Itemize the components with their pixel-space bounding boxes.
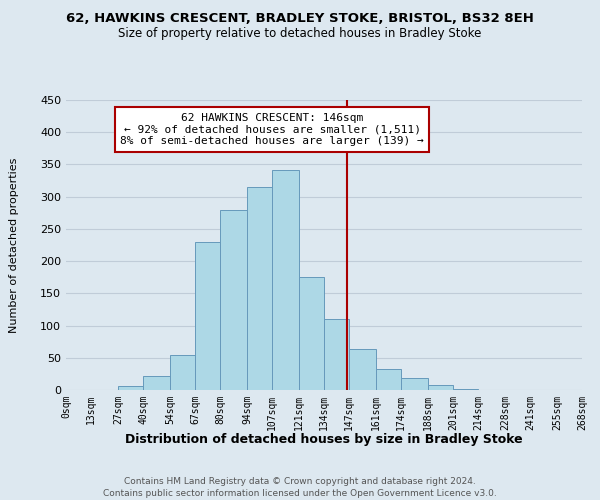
Bar: [220, 210, 247, 390]
Bar: [376, 368, 401, 390]
Text: Number of detached properties: Number of detached properties: [9, 158, 19, 332]
Bar: [195, 242, 220, 390]
Bar: [170, 355, 195, 390]
Bar: [143, 376, 170, 390]
Text: Distribution of detached houses by size in Bradley Stoke: Distribution of detached houses by size …: [125, 432, 523, 446]
Bar: [299, 276, 324, 390]
Text: Contains HM Land Registry data © Crown copyright and database right 2024.: Contains HM Land Registry data © Crown c…: [124, 478, 476, 486]
Text: 62, HAWKINS CRESCENT, BRADLEY STOKE, BRISTOL, BS32 8EH: 62, HAWKINS CRESCENT, BRADLEY STOKE, BRI…: [66, 12, 534, 26]
Bar: [118, 386, 143, 390]
Bar: [324, 319, 349, 390]
Bar: [349, 350, 376, 390]
Bar: [272, 170, 299, 390]
Bar: [428, 385, 453, 390]
Bar: [401, 378, 428, 390]
Bar: [247, 187, 272, 390]
Text: Size of property relative to detached houses in Bradley Stoke: Size of property relative to detached ho…: [118, 28, 482, 40]
Text: 62 HAWKINS CRESCENT: 146sqm
← 92% of detached houses are smaller (1,511)
8% of s: 62 HAWKINS CRESCENT: 146sqm ← 92% of det…: [120, 113, 424, 146]
Text: Contains public sector information licensed under the Open Government Licence v3: Contains public sector information licen…: [103, 489, 497, 498]
